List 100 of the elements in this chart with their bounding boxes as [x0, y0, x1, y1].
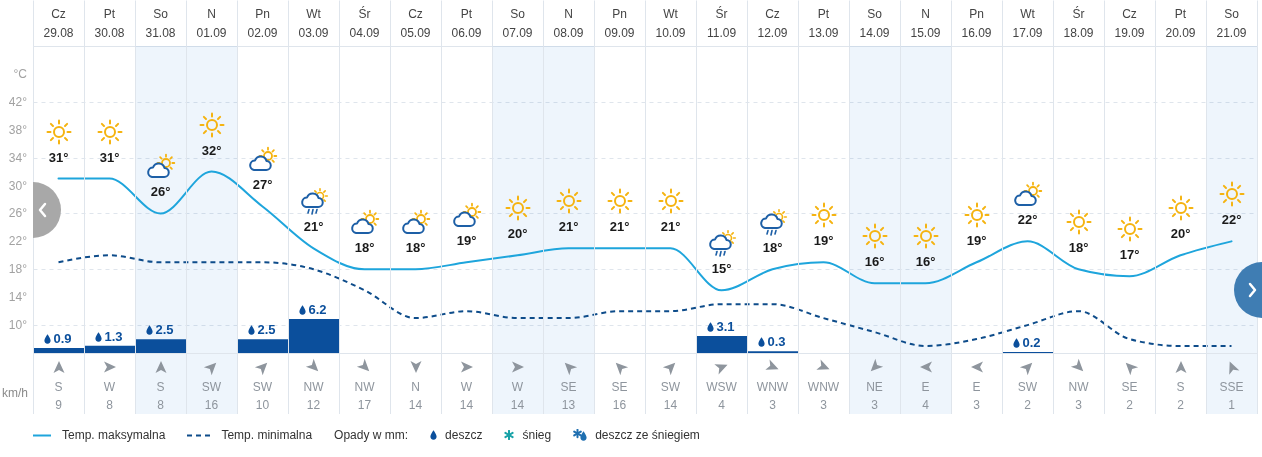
data-label: 19°: [813, 233, 834, 249]
data-label: 20°: [507, 226, 528, 242]
category-label: WNW: [756, 380, 789, 394]
data-label: 14: [510, 398, 525, 412]
data-label: 0.2: [1022, 334, 1041, 350]
data-label: 2.5: [155, 322, 174, 338]
category-label: S: [54, 380, 63, 394]
x-tick-label: N 08.09: [553, 6, 584, 40]
category-label: SE: [560, 380, 577, 394]
category-label: WNW: [807, 380, 840, 394]
data-label: 32°: [201, 142, 222, 158]
legend-label: deszcz ze śniegiem: [595, 428, 700, 442]
data-label: 0.9: [53, 331, 72, 347]
data-label: 9: [55, 398, 63, 412]
data-label: 12: [306, 398, 321, 412]
y-tick-label: 42°: [8, 94, 28, 109]
data-label: 26°: [150, 184, 171, 200]
category-label: S: [1176, 380, 1185, 394]
data-label: 20°: [1170, 226, 1191, 242]
x-tick-label: So 31.08: [145, 6, 176, 40]
y-tick-label: °C: [13, 66, 28, 81]
data-label: 16°: [915, 254, 936, 270]
data-label: 16: [204, 398, 219, 412]
category-label: SW: [201, 380, 222, 394]
x-tick-label: Wt 17.09: [1012, 6, 1043, 40]
category-label: N: [411, 380, 420, 394]
data-label: 8: [106, 398, 114, 412]
x-tick-label: Śr 18.09: [1063, 5, 1094, 40]
data-label: 0.3: [767, 334, 786, 350]
data-label: 21°: [609, 219, 630, 235]
category-label: SW: [252, 380, 273, 394]
data-label: 3: [1075, 398, 1083, 412]
data-label: 14: [408, 398, 423, 412]
category-label: SE: [1121, 380, 1138, 394]
x-tick-label: Cz 19.09: [1114, 6, 1145, 40]
y-tick-label: 18°: [8, 262, 28, 277]
y-tick-label: 26°: [8, 206, 28, 221]
x-tick-label: Wt 10.09: [655, 6, 686, 40]
category-label: NW: [303, 380, 325, 394]
data-label: 3: [769, 398, 777, 412]
x-tick-label: Pt 30.08: [94, 6, 125, 40]
category-label: SSE: [1219, 380, 1244, 394]
data-label: 31°: [99, 149, 120, 165]
legend-label: Temp. maksymalna: [62, 428, 166, 442]
data-label: 18°: [762, 240, 783, 256]
x-tick-label: Śr 04.09: [349, 5, 380, 40]
category-label: E: [921, 380, 930, 394]
category-label: S: [156, 380, 165, 394]
legend-title: Opady w mm:: [334, 428, 409, 442]
x-tick-label: Cz 29.08: [43, 6, 74, 40]
data-label: 6.2: [308, 302, 327, 318]
data-label: 8: [157, 398, 165, 412]
y-tick-label: 38°: [8, 122, 28, 137]
data-label: 14: [459, 398, 474, 412]
data-label: 21°: [660, 219, 681, 235]
data-label: 19°: [966, 233, 987, 249]
data-label: 18°: [405, 240, 426, 256]
x-tick-label: Pt 13.09: [808, 6, 839, 40]
y-tick-label: 34°: [8, 150, 28, 165]
category-label: SE: [611, 380, 628, 394]
data-label: 18°: [1068, 240, 1089, 256]
x-tick-label: So 14.09: [859, 6, 890, 40]
x-tick-label: N 15.09: [910, 6, 941, 40]
data-label: 21°: [303, 219, 324, 235]
x-tick-label: Śr 11.09: [706, 5, 737, 40]
data-label: 17: [357, 398, 372, 412]
data-label: 31°: [48, 149, 69, 165]
data-label: 3: [871, 398, 879, 412]
data-label: 3: [973, 398, 981, 412]
category-label: SW: [660, 380, 681, 394]
category-label: W: [511, 380, 524, 394]
x-tick-label: Pn 09.09: [604, 6, 635, 40]
y-tick-label: 22°: [8, 234, 28, 249]
category-label: W: [103, 380, 116, 394]
data-label: 13: [561, 398, 576, 412]
data-label: 17°: [1119, 247, 1140, 263]
category-label: NW: [1068, 380, 1090, 394]
x-tick-label: Pn 02.09: [247, 6, 278, 40]
x-tick-label: Wt 03.09: [298, 6, 329, 40]
x-tick-label: So 21.09: [1216, 6, 1247, 40]
x-tick-label: N 01.09: [196, 6, 227, 40]
legend-label: śnieg: [522, 428, 552, 442]
category-label: NW: [354, 380, 376, 394]
data-label: 22°: [1017, 212, 1038, 228]
data-label: 21°: [558, 219, 579, 235]
data-label: 16: [612, 398, 627, 412]
y-tick-label: 14°: [8, 290, 28, 305]
data-label: 3.1: [716, 319, 735, 335]
x-tick-label: Cz 12.09: [757, 6, 788, 40]
legend-label: Temp. minimalna: [221, 428, 313, 442]
category-label: W: [460, 380, 473, 394]
data-label: 16°: [864, 254, 885, 270]
data-label: 14: [663, 398, 678, 412]
x-tick-label: Pn 16.09: [961, 6, 992, 40]
data-label: 4: [718, 398, 726, 412]
data-label: 2: [1024, 398, 1032, 412]
x-tick-label: So 07.09: [502, 6, 533, 40]
data-label: 15°: [711, 261, 732, 277]
data-label: 1: [1228, 398, 1236, 412]
y-tick-label: 30°: [8, 178, 28, 193]
